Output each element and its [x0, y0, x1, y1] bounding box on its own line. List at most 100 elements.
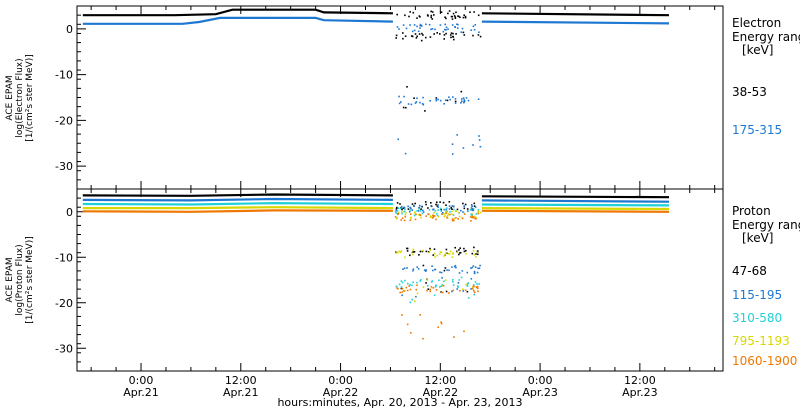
data-point [429, 100, 431, 102]
data-point [459, 247, 461, 249]
data-point [437, 98, 439, 101]
data-point [439, 33, 441, 35]
data-point [451, 18, 454, 20]
data-point [463, 330, 465, 333]
legend-entry-795-1193: 795-1193 [732, 334, 790, 348]
data-point [400, 101, 402, 103]
data-point [456, 27, 459, 29]
data-point [437, 206, 439, 208]
data-point [415, 213, 417, 216]
data-point [408, 285, 410, 287]
data-point [437, 204, 439, 206]
data-point [451, 290, 453, 293]
data-point [472, 209, 475, 212]
data-point [444, 208, 447, 211]
data-point [412, 269, 414, 272]
data-point [477, 14, 480, 17]
data-point [434, 252, 436, 255]
data-point [430, 216, 433, 218]
data-point [412, 251, 414, 253]
data-point [478, 31, 480, 33]
data-point [474, 206, 477, 208]
data-point [395, 212, 398, 214]
data-point [416, 17, 418, 19]
data-point [444, 23, 446, 26]
data-point [464, 203, 467, 206]
data-point [460, 31, 463, 33]
data-point [442, 284, 445, 287]
data-point [413, 24, 416, 26]
data-point [446, 269, 448, 271]
data-point [397, 211, 400, 214]
data-point [403, 95, 405, 98]
data-point [444, 16, 446, 18]
data-point [470, 207, 473, 209]
data-point [404, 213, 407, 216]
data-point [418, 213, 420, 216]
data-point [448, 253, 451, 255]
data-point [409, 283, 411, 286]
data-point [397, 212, 400, 215]
data-point [419, 250, 422, 253]
data-point [471, 209, 473, 211]
data-point [412, 249, 415, 251]
data-point [453, 38, 455, 41]
data-point [475, 256, 477, 258]
data-point [400, 250, 403, 252]
data-point [425, 250, 428, 253]
data-point [417, 30, 420, 33]
data-point [410, 251, 413, 254]
data-point [398, 250, 401, 253]
data-point [455, 217, 457, 219]
data-point [402, 32, 404, 34]
data-point [414, 212, 416, 215]
data-point [425, 215, 427, 217]
data-point [423, 269, 426, 272]
data-point [401, 288, 404, 290]
data-point [433, 215, 436, 217]
data-point [419, 27, 421, 29]
data-point [477, 209, 480, 211]
data-point [465, 97, 468, 99]
data-point [477, 34, 480, 36]
proton-series [82, 193, 670, 340]
data-point [409, 288, 412, 291]
series-115-195 [82, 197, 670, 298]
data-point [458, 272, 461, 274]
data-point [471, 286, 474, 289]
data-point [440, 322, 443, 325]
data-point [433, 294, 436, 297]
data-point [451, 205, 454, 207]
data-point [463, 247, 465, 250]
data-point [416, 35, 418, 38]
data-point [460, 209, 462, 212]
legend-entry-310-580: 310-580 [732, 311, 782, 325]
data-point [461, 27, 464, 30]
data-point [422, 337, 424, 340]
data-point [402, 24, 405, 26]
data-point [464, 15, 467, 18]
data-point [422, 96, 424, 99]
data-point [431, 265, 433, 267]
proton-panel-frame [76, 188, 724, 372]
data-point [396, 287, 398, 289]
data-point [427, 288, 430, 290]
data-point [473, 272, 476, 274]
data-point [452, 96, 454, 98]
data-point [439, 286, 441, 288]
data-point [472, 144, 474, 146]
data-point [405, 286, 408, 289]
legend-entry-115-195: 115-195 [732, 288, 782, 302]
data-point [473, 270, 476, 273]
x-tick-time-label: 0:00 [129, 374, 154, 387]
proton-y-label-line-2: log(Proton Flux) [15, 244, 25, 315]
data-point [401, 281, 404, 284]
data-point [402, 106, 405, 109]
data-point [434, 210, 437, 212]
data-point [404, 35, 407, 37]
data-point [457, 282, 460, 284]
data-point [422, 209, 424, 212]
series-line-795-1193 [82, 206, 393, 210]
data-point [448, 96, 450, 98]
